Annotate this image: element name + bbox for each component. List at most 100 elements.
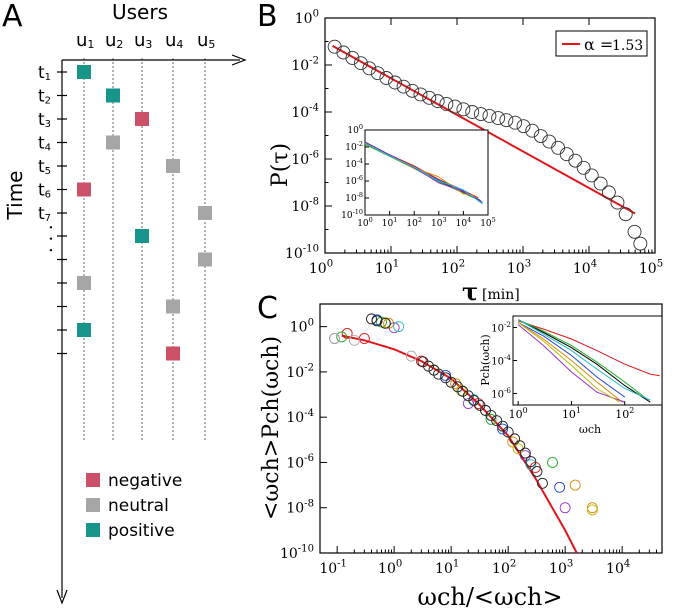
data-point [439,97,454,111]
data-point [336,45,351,60]
data-point [593,176,608,191]
y-axis-label: <ωch>Pch(ωch) [259,336,284,520]
inset-series-line [518,320,660,377]
inset-series-line [517,319,651,401]
data-point-colored [547,457,558,468]
data-point-colored [554,481,566,493]
data-point-colored [348,334,360,346]
data-point [405,83,420,98]
legend-label-neutral: neutral [108,496,169,516]
event-square-positive [77,323,91,337]
user-label-u1: u1 [76,30,94,51]
user-label-u2: u2 [105,30,123,51]
data-point-colored [393,321,405,333]
data-point [508,115,523,130]
inset-series-line [517,319,651,403]
data-point [388,75,402,90]
inset-y-tick-label: 10-2 [491,320,511,335]
data-point-black [417,356,429,368]
data-point [584,168,599,183]
data-point-black [531,466,543,477]
user-label-u3: u3 [134,30,152,51]
x-tick-label: 105 [639,259,663,277]
data-point-colored [341,328,353,339]
user-label-u4: u4 [165,30,183,51]
inset-series-line [517,322,626,398]
inset-x-tick-label: 102 [406,216,422,229]
panel-b-letter: B [257,0,278,34]
data-point-colored [485,413,497,425]
legend-swatch-positive [86,523,100,537]
data-point-black [497,420,509,432]
data-point-black [519,447,531,459]
time-label-t4: t4 [38,134,51,154]
inset-series-line [517,322,623,403]
panel-c-plot: 10-1 100 101 102 103 104 100 10-2 10-4 10-6 10-8 10… [259,303,663,611]
data-point-colored [525,459,537,471]
data-point [499,113,514,128]
user-columns: u1 u2 u3 u4 u5 [76,30,215,440]
data-point-colored [336,331,348,343]
time-label-t5: t5 [38,157,51,177]
users-axis-arrow [231,54,247,66]
data-point-black [423,360,434,372]
time-label-t6: t6 [38,181,51,201]
legend-value: 1.53 [612,38,643,54]
data-point [610,195,625,210]
data-point [345,50,360,65]
inset-x-tick-label: 100 [357,216,373,229]
y-tick-label: 10-4 [291,103,319,121]
data-point-black [509,433,521,445]
data-point-black [537,477,548,489]
data-point [379,71,394,85]
data-point-colored [519,450,531,462]
time-label-t7: t7 [38,204,51,224]
x-tick-label: 101 [375,259,399,277]
data-point-colored [559,502,571,514]
data-point-colored [358,333,370,344]
data-point [482,108,497,123]
legend-swatch-negative [86,473,100,487]
inset-x-tick-label: 104 [456,216,472,229]
y-tick-label: 10-10 [285,244,319,262]
data-point [633,236,648,251]
data-point-black [514,440,526,452]
y-axis-label: P(τ) [268,143,293,187]
panel-a-legend: negative neutral positive [86,471,182,541]
inset-series-line [517,324,625,403]
event-square-neutral [166,299,180,314]
x-axis-unit: [min] [482,287,520,303]
data-point-colored [440,369,452,381]
data-point-colored [450,378,462,390]
data-point [413,87,428,102]
data-point [559,147,574,162]
time-label-t3: t3 [38,110,51,130]
legend-swatch-neutral [86,498,100,512]
event-square-negative [166,346,180,361]
x-tick-label: 104 [573,259,597,277]
panel-a-axes [56,54,247,605]
data-point-colored [497,423,509,435]
event-square-positive [106,88,120,103]
inset-y-tick-label: 10-4 [345,157,363,170]
x-axis-label: τ [462,277,478,306]
inset-y-tick-label: 10-10 [341,208,363,221]
inset-x-tick-label: 102 [615,406,634,421]
time-label-t1: t1 [38,63,51,83]
data-point-colored [569,479,581,491]
panel-c-letter: C [257,291,278,326]
y-tick-label: 100 [290,317,314,335]
data-point-black [525,456,537,467]
inset-series-line [517,322,620,403]
data-point [551,140,566,155]
data-point-black [379,317,391,329]
legend-label-positive: positive [108,521,175,541]
inset-y-tick-label: 10-6 [491,386,511,401]
data-point-black [433,368,444,380]
x-tick-label: 102 [441,259,465,277]
y-tick-label: 10-8 [286,498,314,516]
inset-x-tick-label: 105 [480,216,496,229]
inset-y-tick-label: 100 [347,123,363,136]
